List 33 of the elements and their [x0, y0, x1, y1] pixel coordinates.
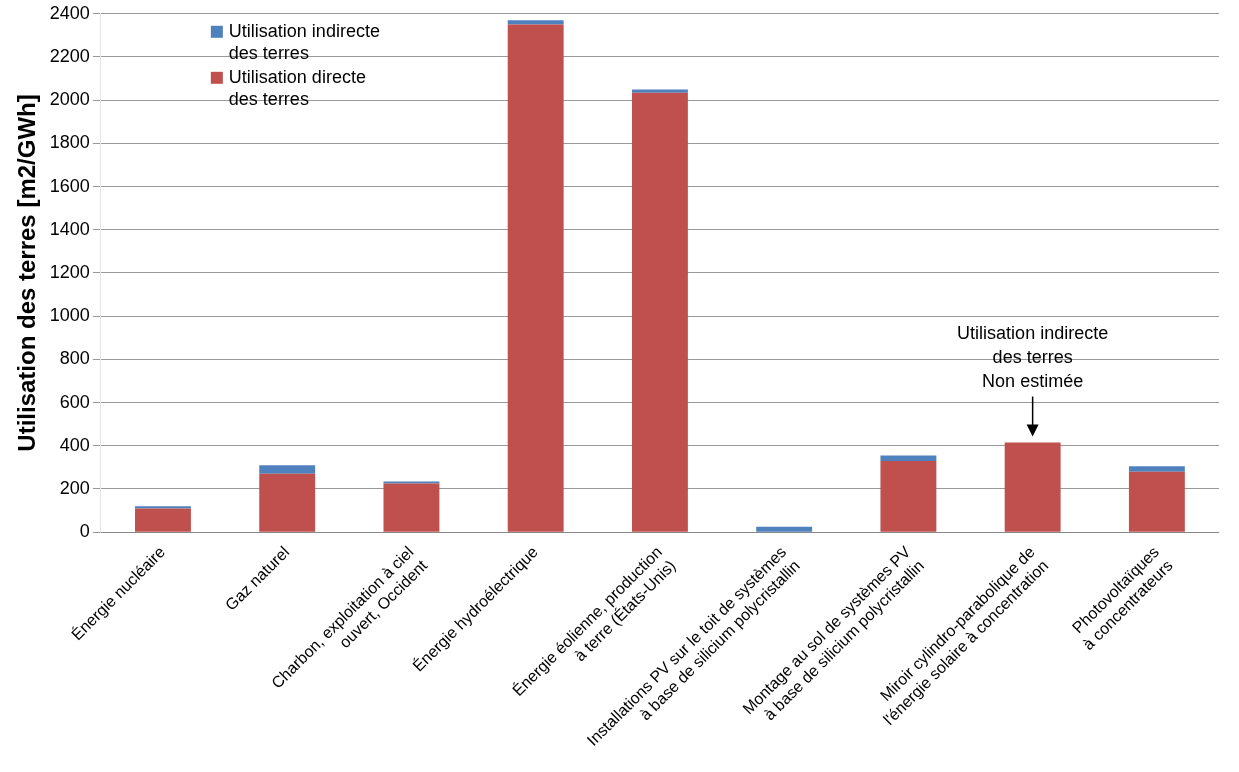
- bar: [756, 526, 813, 532]
- bar: [1128, 466, 1185, 472]
- y-tick-label: 400: [59, 434, 90, 455]
- y-tick-label: 600: [59, 391, 90, 412]
- bar: [880, 460, 937, 532]
- bar: [507, 20, 564, 25]
- bar: [383, 483, 440, 532]
- y-tick-label: 1800: [49, 132, 90, 153]
- y-tick-label: 2400: [49, 2, 90, 23]
- y-tick-label: 1000: [49, 305, 90, 326]
- bar: [135, 506, 191, 509]
- bar: [631, 92, 688, 532]
- bar: [259, 473, 316, 532]
- bar: [383, 481, 440, 484]
- y-tick-label: 2200: [49, 45, 90, 66]
- bar: [1128, 471, 1185, 532]
- annotation: Utilisation indirecte des terres Non estimée: [957, 322, 1109, 391]
- legend-label: Utilisation indirecte des terres: [228, 20, 380, 63]
- legend-label: Utilisation directe des terres: [228, 66, 366, 109]
- bar: [631, 89, 688, 93]
- y-axis-title: Utilisation des terres [m2/GWh]: [13, 94, 41, 452]
- y-tick-label: 2000: [49, 89, 90, 110]
- bar: [507, 24, 564, 532]
- y-tick-label: 200: [59, 477, 90, 498]
- y-tick-label: 800: [59, 348, 90, 369]
- bar: [1004, 442, 1061, 532]
- y-tick-label: 0: [79, 521, 90, 542]
- bar: [259, 465, 316, 474]
- bar: [135, 508, 191, 532]
- bar: [880, 455, 937, 461]
- y-tick-label: 1400: [49, 218, 90, 239]
- y-tick-label: 1200: [49, 261, 90, 282]
- y-tick-label: 1600: [49, 175, 90, 196]
